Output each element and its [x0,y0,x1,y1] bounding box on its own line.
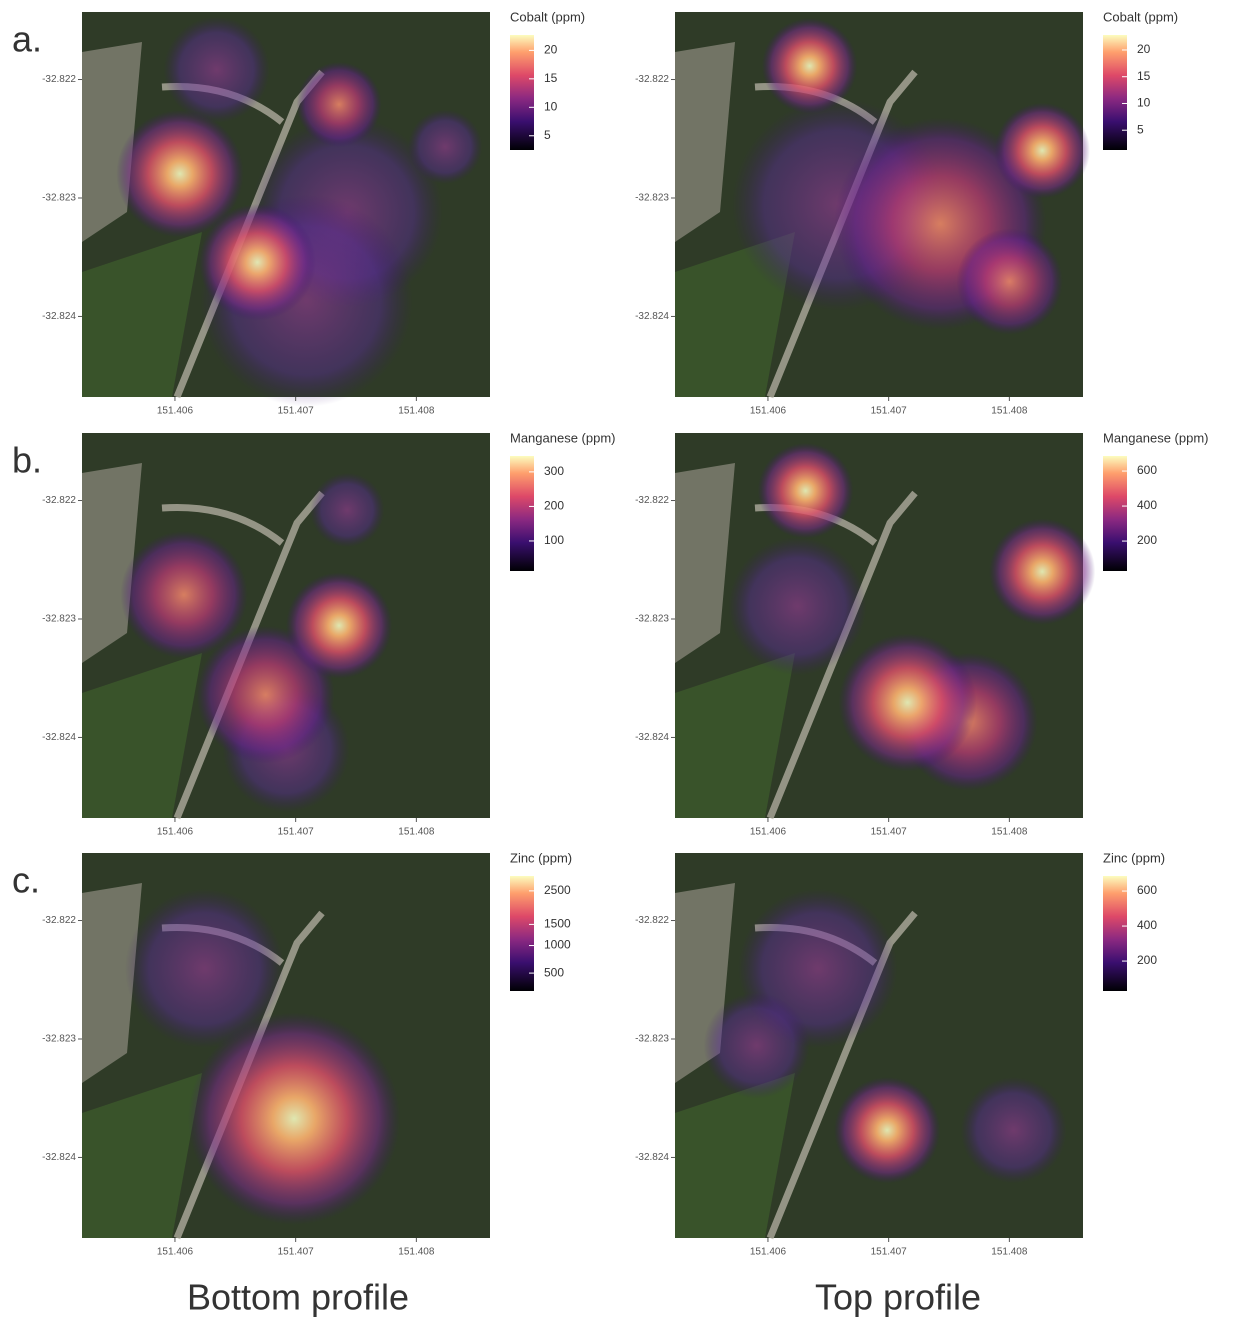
heat-spot [989,519,1095,625]
x-tick-label: 151.408 [991,827,1028,838]
colorbar [510,35,534,150]
x-tick-label: 151.407 [871,827,908,838]
y-tick-label: -32.823 [42,614,76,625]
y-tick-label: -32.822 [635,74,669,85]
legend-tick-label: 200 [1137,533,1157,547]
y-tick-label: -32.822 [635,495,669,506]
legend-tick-label: 20 [1137,42,1151,56]
legend-tick-label: 5 [544,128,551,142]
legend-tick-label: 400 [1137,918,1157,932]
map-panel [675,12,1090,397]
legend-tick-label: 10 [1137,96,1151,110]
row-label: a. [12,19,42,60]
legend-tick-label: 100 [544,533,564,547]
map-panel [82,12,490,407]
y-tick-label: -32.823 [635,614,669,625]
legend-title: Zinc (ppm) [1103,850,1165,865]
y-tick-label: -32.822 [42,74,76,85]
x-tick-label: 151.406 [750,406,787,417]
x-tick-label: 151.407 [278,1247,315,1258]
legend-tick-label: 15 [1137,69,1151,83]
legend-tick-label: 200 [544,499,564,513]
legend-tick-label: 300 [544,464,564,478]
x-tick-label: 151.406 [157,1247,194,1258]
x-tick-label: 151.408 [398,406,435,417]
heat-spot [834,1077,940,1183]
heat-spot [188,1013,400,1225]
x-tick-label: 151.406 [157,406,194,417]
x-tick-label: 151.408 [991,406,1028,417]
figure: a.-32.822-32.823-32.824151.406151.407151… [0,0,1233,1322]
x-tick-label: 151.406 [750,827,787,838]
legend-tick-label: 200 [1137,953,1157,967]
y-tick-label: -32.822 [42,915,76,926]
colorbar [510,456,534,571]
colorbar [510,876,534,991]
y-tick-label: -32.822 [42,495,76,506]
column-caption: Top profile [815,1277,981,1318]
y-tick-label: -32.823 [635,1034,669,1045]
x-tick-label: 151.407 [871,1247,908,1258]
heat-spot [704,992,810,1098]
heat-spot [957,228,1063,334]
legend-title: Cobalt (ppm) [1103,9,1178,24]
heat-spot [286,572,392,678]
map-panel [82,853,490,1238]
y-tick-label: -32.824 [635,1152,669,1163]
x-tick-label: 151.406 [157,827,194,838]
heat-spot [762,18,857,113]
heat-spot [758,443,853,538]
map-panel [675,433,1095,818]
x-tick-label: 151.407 [278,406,315,417]
heat-spot [199,204,316,321]
map-panel [82,433,490,818]
legend-tick-label: 600 [1137,883,1157,897]
legend-tick-label: 1500 [544,917,571,931]
colorbar [1103,456,1127,571]
row-label: b. [12,440,42,481]
legend-title: Manganese (ppm) [510,430,616,445]
legend-tick-label: 20 [544,43,558,57]
x-tick-label: 151.407 [278,827,315,838]
x-tick-label: 151.408 [398,827,435,838]
legend-tick-label: 5 [1137,122,1144,136]
y-tick-label: -32.824 [42,1152,76,1163]
y-tick-label: -32.824 [42,311,76,322]
legend-tick-label: 600 [1137,463,1157,477]
y-tick-label: -32.824 [42,732,76,743]
heat-spot [408,110,482,184]
heat-spot [839,634,977,772]
map-panel [675,853,1083,1238]
x-tick-label: 151.408 [991,1247,1028,1258]
x-tick-label: 151.407 [871,406,908,417]
y-tick-label: -32.823 [42,1034,76,1045]
legend-title: Zinc (ppm) [510,850,572,865]
heat-spot [297,62,382,147]
heat-spot [961,1077,1067,1183]
y-tick-label: -32.824 [635,732,669,743]
legend-title: Manganese (ppm) [1103,430,1209,445]
heat-spot [728,537,866,675]
heat-spot [994,103,1089,198]
colorbar [1103,35,1127,150]
legend-tick-label: 2500 [544,883,571,897]
x-tick-label: 151.408 [398,1247,435,1258]
legend-tick-label: 500 [544,965,564,979]
colorbar [1103,876,1127,991]
x-tick-label: 151.406 [750,1247,787,1258]
y-tick-label: -32.822 [635,915,669,926]
column-caption: Bottom profile [187,1277,409,1318]
legend-tick-label: 10 [544,99,558,113]
y-tick-label: -32.824 [635,311,669,322]
row-label: c. [12,860,40,901]
legend-tick-label: 400 [1137,498,1157,512]
heat-spot [164,17,270,123]
legend-tick-label: 15 [544,71,558,85]
y-tick-label: -32.823 [635,193,669,204]
heat-spot [310,473,384,547]
legend-tick-label: 1000 [544,938,571,952]
y-tick-label: -32.823 [42,193,76,204]
legend-title: Cobalt (ppm) [510,9,585,24]
